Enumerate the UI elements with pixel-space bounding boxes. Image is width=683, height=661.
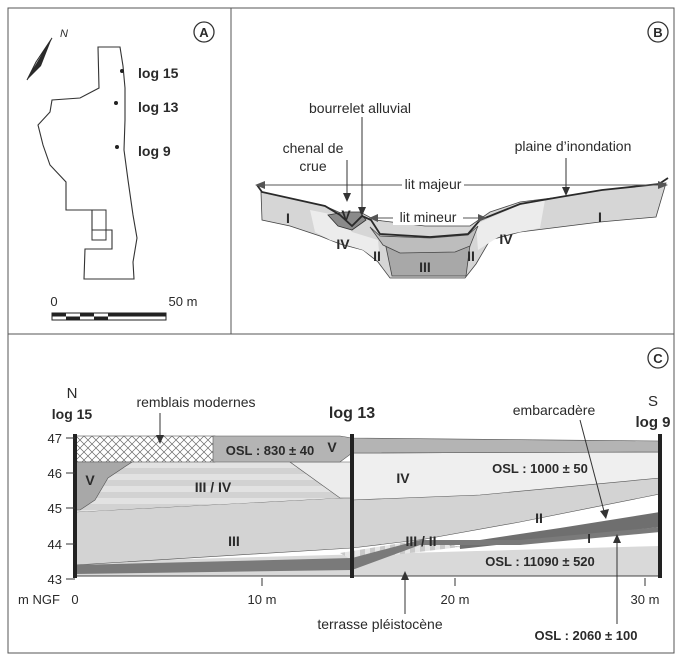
panel-a-badge: A bbox=[199, 25, 209, 40]
x-tick-0: 0 bbox=[71, 592, 78, 607]
unit-c-V-top: V bbox=[327, 439, 337, 455]
osl-830: OSL : 830 ± 40 bbox=[226, 443, 315, 458]
osl-11090: OSL : 11090 ± 520 bbox=[485, 554, 595, 569]
remblais-label: remblais modernes bbox=[136, 394, 255, 410]
unit-c-III-IV: III / IV bbox=[195, 479, 232, 495]
scale-bar bbox=[52, 313, 166, 320]
log15-point bbox=[120, 69, 124, 73]
panel-a: A N log 15 log 13 log 9 0 50 m bbox=[27, 22, 214, 320]
site-outline bbox=[38, 47, 137, 279]
scale-end: 50 m bbox=[169, 294, 198, 309]
scale-start: 0 bbox=[50, 294, 57, 309]
unit-c-III: III bbox=[228, 533, 240, 549]
y-tick-44: 44 bbox=[48, 537, 62, 552]
panel-b: B lit majeur lit mineur bourrelet bbox=[255, 22, 668, 278]
y-axis: 47 46 45 44 43 bbox=[48, 431, 75, 587]
unit-b-II-left: II bbox=[373, 248, 381, 264]
log15-label-c: log 15 bbox=[52, 406, 93, 422]
unit-c-V-left: V bbox=[85, 472, 95, 488]
bourrelet-label: bourrelet alluvial bbox=[309, 100, 411, 116]
y-unit-label: m NGF bbox=[18, 592, 60, 607]
unit-c-I: I bbox=[587, 531, 591, 546]
osl-1000: OSL : 1000 ± 50 bbox=[492, 461, 588, 476]
unit-b-I-right: I bbox=[598, 209, 602, 225]
embarcadere-label: embarcadère bbox=[513, 402, 596, 418]
log13-point bbox=[114, 101, 118, 105]
unit-b-II-right: II bbox=[467, 248, 475, 264]
unit-b-IV-left: IV bbox=[336, 236, 350, 252]
log13-label-c: log 13 bbox=[329, 405, 375, 422]
unit-b-I-left: I bbox=[286, 210, 290, 226]
unit-c-III-II: III / II bbox=[405, 533, 436, 549]
unit-c-II: II bbox=[535, 510, 543, 526]
y-tick-47: 47 bbox=[48, 431, 62, 446]
south-label-c: S bbox=[648, 393, 658, 410]
panel-c: C bbox=[18, 348, 671, 643]
x-tick-30: 30 m bbox=[631, 592, 660, 607]
plaine-label: plaine d’inondation bbox=[515, 138, 632, 154]
terrasse-label: terrasse pléistocène bbox=[317, 616, 443, 632]
unit-b-V: V bbox=[341, 207, 351, 223]
unit-b-III: III bbox=[419, 259, 431, 275]
remblais-hatch bbox=[75, 436, 215, 462]
y-tick-43: 43 bbox=[48, 572, 62, 587]
osl-2060: OSL : 2060 ± 100 bbox=[534, 628, 637, 643]
panel-c-badge: C bbox=[653, 351, 663, 366]
log15-label: log 15 bbox=[138, 65, 179, 81]
north-arrow-icon bbox=[27, 38, 52, 80]
x-tick-20: 20 m bbox=[441, 592, 470, 607]
y-tick-45: 45 bbox=[48, 501, 62, 516]
log9-label-c: log 9 bbox=[635, 414, 670, 431]
chenal-label-line2: crue bbox=[299, 158, 326, 174]
unit-b-IV-right: IV bbox=[499, 231, 513, 247]
x-axis: m NGF 0 10 m 20 m 30 m bbox=[18, 578, 659, 607]
log9-label: log 9 bbox=[138, 143, 171, 159]
panel-b-badge: B bbox=[653, 25, 662, 40]
log13-label: log 13 bbox=[138, 99, 179, 115]
north-label-c: N bbox=[67, 385, 78, 402]
y-tick-46: 46 bbox=[48, 466, 62, 481]
lit-mineur-label: lit mineur bbox=[400, 209, 457, 225]
lit-majeur-label: lit majeur bbox=[405, 176, 462, 192]
log9-point bbox=[115, 145, 119, 149]
x-tick-10: 10 m bbox=[248, 592, 277, 607]
unit-c-IV: IV bbox=[396, 470, 410, 486]
chenal-label-line1: chenal de bbox=[283, 140, 344, 156]
north-label: N bbox=[60, 28, 68, 40]
